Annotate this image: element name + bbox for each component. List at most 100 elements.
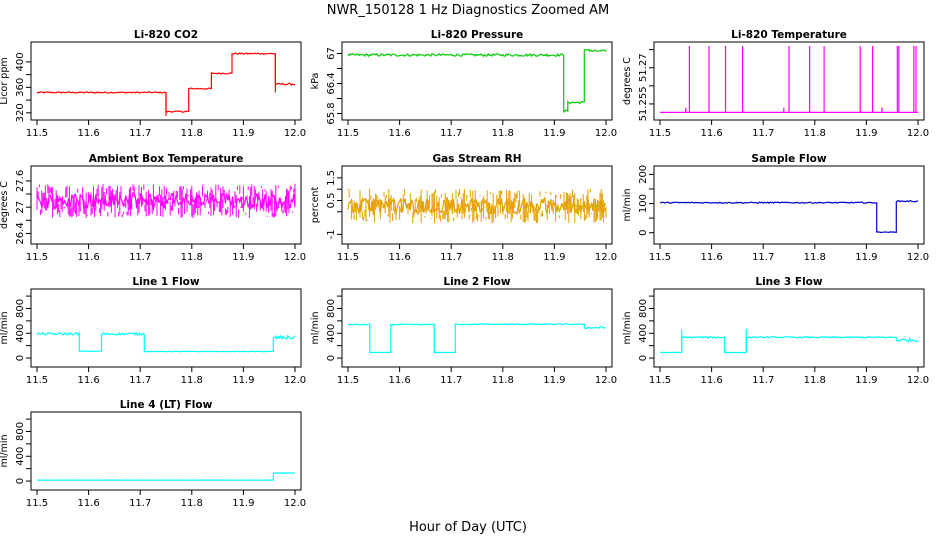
x-tick-label: 11.5 [26, 252, 48, 263]
x-tick-label: 11.6 [77, 498, 99, 509]
x-tick-label: 11.6 [388, 252, 410, 263]
x-tick-label: 11.5 [26, 498, 48, 509]
y-tick-label: 65.8 [326, 102, 337, 124]
x-tick-label: 11.9 [232, 128, 254, 139]
figure-x-axis-label: Hour of Day (UTC) [409, 520, 527, 535]
panel-ambient_temp: Ambient Box Temperature 11.5 11.6 11.7 11.8 1… [0, 153, 306, 263]
x-tick-label: 12.0 [284, 128, 306, 139]
x-tick-label: 11.7 [752, 375, 774, 386]
plot-frame [341, 288, 613, 368]
panel-line4_flow: Line 4 (LT) Flow 11.5 11.6 11.7 11.8 11.9 12.0… [0, 399, 306, 509]
y-tick-label: 320 [15, 103, 26, 122]
series-line [659, 199, 919, 234]
x-tick-label: 11.9 [855, 128, 877, 139]
x-tick-label: 11.9 [232, 375, 254, 386]
y-axis-label: ml/min [622, 188, 633, 221]
y-tick-label: 27.6 [15, 170, 26, 192]
y-axis-label: ml/min [0, 434, 10, 467]
x-tick-label: 11.5 [649, 252, 671, 263]
x-tick-label: 12.0 [284, 498, 306, 509]
series-line [37, 472, 296, 481]
series-line [36, 52, 296, 113]
y-axis-label: ml/min [310, 311, 321, 344]
y-tick-label: 400 [638, 324, 649, 343]
x-tick-label: 11.5 [649, 375, 671, 386]
x-tick-label: 12.0 [907, 375, 929, 386]
y-tick-label: 0 [15, 478, 26, 484]
y-tick-label: 800 [15, 422, 26, 441]
plot-frame [653, 41, 925, 121]
x-tick-label: 11.7 [440, 252, 462, 263]
plot-frame [30, 411, 302, 491]
plot-frame [341, 41, 613, 121]
x-tick-label: 11.7 [129, 252, 151, 263]
x-tick-label: 11.6 [77, 252, 99, 263]
y-axis-label: degrees C [0, 181, 10, 229]
x-tick-label: 12.0 [595, 375, 617, 386]
series-band [347, 188, 607, 224]
y-tick-label: 200 [638, 165, 649, 184]
x-tick-label: 11.8 [804, 128, 826, 139]
x-tick-label: 11.8 [181, 128, 203, 139]
y-tick-label: 800 [15, 299, 26, 318]
panel-sample_flow: Sample Flow 11.5 11.6 11.7 11.8 11.9 12.0 0 100 2… [622, 153, 929, 263]
panel-grid: Li-820 CO2 11.5 11.6 11.7 11.8 11.9 12.0 320 360… [0, 29, 929, 509]
x-tick-label: 11.7 [752, 128, 774, 139]
plot-frame [30, 165, 302, 245]
x-tick-label: 11.5 [337, 375, 359, 386]
series-line [659, 335, 919, 354]
panel-title: Line 2 Flow [443, 276, 510, 288]
panel-line3_flow: Line 3 Flow 11.5 11.6 11.7 11.8 11.9 12.0 0 400 8… [622, 276, 929, 386]
panel-line1_flow: Line 1 Flow 11.5 11.6 11.7 11.8 11.9 12.0 0 400 8… [0, 276, 306, 386]
x-tick-label: 11.9 [232, 498, 254, 509]
x-tick-label: 11.6 [77, 128, 99, 139]
y-tick-label: 51.255 [638, 86, 649, 121]
y-tick-label: 400 [15, 447, 26, 466]
plot-frame [341, 165, 613, 245]
x-tick-label: 11.5 [337, 252, 359, 263]
y-tick-label: 0 [638, 355, 649, 361]
y-tick-label: 0.5 [326, 193, 337, 209]
x-tick-label: 12.0 [284, 252, 306, 263]
x-tick-label: 11.8 [181, 498, 203, 509]
x-tick-label: 11.9 [232, 252, 254, 263]
x-tick-label: 11.7 [752, 252, 774, 263]
plot-frame [653, 165, 925, 245]
y-tick-label: 27 [15, 201, 26, 214]
x-tick-label: 11.7 [440, 128, 462, 139]
x-tick-label: 11.8 [181, 252, 203, 263]
x-tick-label: 11.6 [700, 252, 722, 263]
y-axis-label: kPa [310, 73, 321, 90]
y-tick-label: 0 [15, 355, 26, 361]
panel-title: Li-820 Pressure [431, 29, 524, 41]
x-tick-label: 11.6 [700, 128, 722, 139]
panel-title: Ambient Box Temperature [89, 153, 244, 165]
panel-title: Line 3 Flow [755, 276, 822, 288]
panel-line2_flow: Line 2 Flow 11.5 11.6 11.7 11.8 11.9 12.0 0 400 8… [310, 276, 617, 386]
figure-title: NWR_150128 1 Hz Diagnostics Zoomed AM [327, 3, 610, 18]
panel-pressure: Li-820 Pressure 11.5 11.6 11.7 11.8 11.9 12.0 6… [310, 29, 617, 139]
y-tick-label: 26.4 [15, 222, 26, 244]
panel-title: Sample Flow [751, 153, 826, 165]
plot-frame [30, 288, 302, 368]
y-tick-label: 100 [638, 194, 649, 213]
x-tick-label: 11.8 [804, 375, 826, 386]
panel-rh: Gas Stream RH 11.5 11.6 11.7 11.8 11.9 12.0 -1 0… [310, 153, 617, 263]
panel-title: Li-820 Temperature [731, 29, 847, 41]
panel-title: Gas Stream RH [432, 153, 521, 165]
y-tick-label: -1 [326, 229, 337, 239]
y-tick-label: 0 [326, 355, 337, 361]
x-tick-label: 12.0 [907, 252, 929, 263]
series-line [36, 191, 296, 210]
x-tick-label: 11.6 [77, 375, 99, 386]
y-tick-label: 67 [326, 47, 337, 60]
x-tick-label: 11.5 [649, 128, 671, 139]
panel-co2: Li-820 CO2 11.5 11.6 11.7 11.8 11.9 12.0 320 360… [0, 29, 306, 139]
x-tick-label: 11.5 [337, 128, 359, 139]
x-tick-label: 11.5 [26, 375, 48, 386]
x-tick-label: 11.9 [855, 252, 877, 263]
plot-frame [30, 41, 302, 121]
x-tick-label: 11.7 [129, 375, 151, 386]
x-tick-label: 12.0 [595, 252, 617, 263]
x-tick-label: 11.7 [129, 498, 151, 509]
